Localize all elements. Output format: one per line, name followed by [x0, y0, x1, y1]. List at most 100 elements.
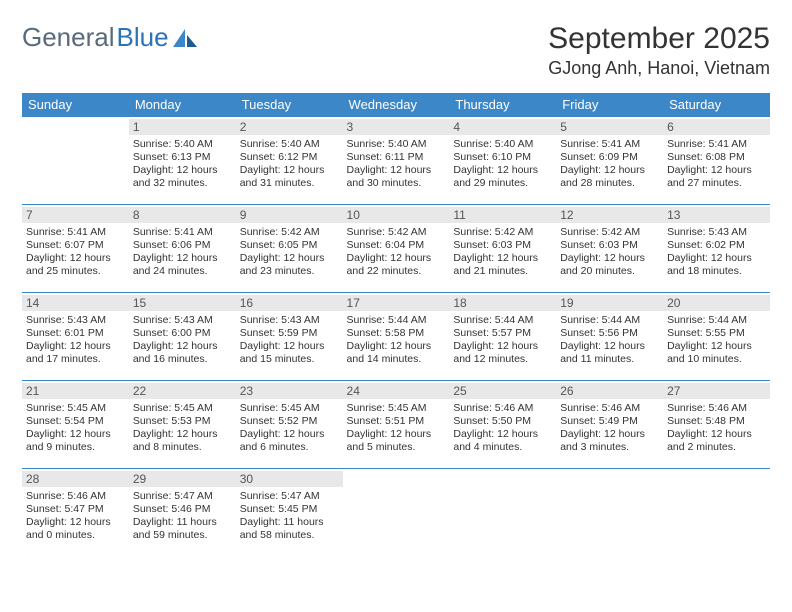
day-info: Sunrise: 5:46 AMSunset: 5:47 PMDaylight:… — [26, 490, 125, 543]
sunrise-text: Sunrise: 5:47 AM — [133, 490, 232, 503]
calendar-day-cell: 21Sunrise: 5:45 AMSunset: 5:54 PMDayligh… — [22, 381, 129, 469]
calendar-day-cell — [556, 469, 663, 557]
sunset-text: Sunset: 6:13 PM — [133, 151, 232, 164]
day-info: Sunrise: 5:40 AMSunset: 6:13 PMDaylight:… — [133, 138, 232, 191]
day-number: 5 — [556, 119, 663, 135]
sunset-text: Sunset: 5:45 PM — [240, 503, 339, 516]
daylight-text: Daylight: 12 hours and 16 minutes. — [133, 340, 232, 366]
daylight-text: Daylight: 12 hours and 4 minutes. — [453, 428, 552, 454]
day-info: Sunrise: 5:45 AMSunset: 5:54 PMDaylight:… — [26, 402, 125, 455]
day-number: 6 — [663, 119, 770, 135]
day-info: Sunrise: 5:45 AMSunset: 5:51 PMDaylight:… — [347, 402, 446, 455]
day-number: 7 — [22, 207, 129, 223]
daylight-text: Daylight: 12 hours and 12 minutes. — [453, 340, 552, 366]
sunset-text: Sunset: 6:05 PM — [240, 239, 339, 252]
calendar-day-cell: 8Sunrise: 5:41 AMSunset: 6:06 PMDaylight… — [129, 205, 236, 293]
sunrise-text: Sunrise: 5:41 AM — [133, 226, 232, 239]
sunset-text: Sunset: 5:47 PM — [26, 503, 125, 516]
day-number: 4 — [449, 119, 556, 135]
sunrise-text: Sunrise: 5:41 AM — [560, 138, 659, 151]
calendar-day-cell — [449, 469, 556, 557]
daylight-text: Daylight: 12 hours and 20 minutes. — [560, 252, 659, 278]
sunrise-text: Sunrise: 5:40 AM — [347, 138, 446, 151]
sunset-text: Sunset: 6:07 PM — [26, 239, 125, 252]
day-info: Sunrise: 5:41 AMSunset: 6:06 PMDaylight:… — [133, 226, 232, 279]
calendar-week-row: 21Sunrise: 5:45 AMSunset: 5:54 PMDayligh… — [22, 381, 770, 469]
day-number: 27 — [663, 383, 770, 399]
daylight-text: Daylight: 12 hours and 6 minutes. — [240, 428, 339, 454]
sunrise-text: Sunrise: 5:42 AM — [560, 226, 659, 239]
calendar-day-cell: 27 Sunrise: 5:46 AMSunset: 5:48 PMDayligh… — [663, 381, 770, 469]
day-info: Sunrise: 5:42 AMSunset: 6:03 PMDaylight:… — [560, 226, 659, 279]
sunrise-text: Sunrise: 5:45 AM — [133, 402, 232, 415]
calendar-day-cell: 29 Sunrise: 5:47 AMSunset: 5:46 PMDayligh… — [129, 469, 236, 557]
calendar-day-cell: 11Sunrise: 5:42 AMSunset: 6:03 PMDayligh… — [449, 205, 556, 293]
sunrise-text: Sunrise: 5:41 AM — [667, 138, 766, 151]
calendar-day-cell: 15Sunrise: 5:43 AMSunset: 6:00 PMDayligh… — [129, 293, 236, 381]
day-info: Sunrise: 5:42 AMSunset: 6:05 PMDaylight:… — [240, 226, 339, 279]
day-info: Sunrise: 5:44 AMSunset: 5:56 PMDaylight:… — [560, 314, 659, 367]
sunset-text: Sunset: 5:59 PM — [240, 327, 339, 340]
day-number: 15 — [129, 295, 236, 311]
logo-text-blue: Blue — [117, 22, 169, 53]
calendar-day-cell: 7Sunrise: 5:41 AMSunset: 6:07 PMDaylight… — [22, 205, 129, 293]
day-info: Sunrise: 5:44 AMSunset: 5:58 PMDaylight:… — [347, 314, 446, 367]
daylight-text: Daylight: 12 hours and 25 minutes. — [26, 252, 125, 278]
title-block: September 2025 GJong Anh, Hanoi, Vietnam — [548, 22, 770, 79]
calendar-day-cell: 13Sunrise: 5:43 AMSunset: 6:02 PMDayligh… — [663, 205, 770, 293]
sunrise-text: Sunrise: 5:40 AM — [133, 138, 232, 151]
calendar-day-cell: 20 Sunrise: 5:44 AMSunset: 5:55 PMDayligh… — [663, 293, 770, 381]
daylight-text: Daylight: 12 hours and 2 minutes. — [667, 428, 766, 454]
sunrise-text: Sunrise: 5:44 AM — [347, 314, 446, 327]
day-info: Sunrise: 5:40 AMSunset: 6:10 PMDaylight:… — [453, 138, 552, 191]
day-header: Saturday — [663, 93, 770, 117]
daylight-text: Daylight: 12 hours and 28 minutes. — [560, 164, 659, 190]
sunset-text: Sunset: 5:46 PM — [133, 503, 232, 516]
sunset-text: Sunset: 6:08 PM — [667, 151, 766, 164]
daylight-text: Daylight: 12 hours and 21 minutes. — [453, 252, 552, 278]
day-info: Sunrise: 5:43 AMSunset: 6:01 PMDaylight:… — [26, 314, 125, 367]
sunrise-text: Sunrise: 5:45 AM — [347, 402, 446, 415]
calendar-day-cell: 24Sunrise: 5:45 AMSunset: 5:51 PMDayligh… — [343, 381, 450, 469]
sunrise-text: Sunrise: 5:42 AM — [453, 226, 552, 239]
calendar-day-cell: 23Sunrise: 5:45 AMSunset: 5:52 PMDayligh… — [236, 381, 343, 469]
daylight-text: Daylight: 12 hours and 27 minutes. — [667, 164, 766, 190]
sunset-text: Sunset: 5:57 PM — [453, 327, 552, 340]
sunrise-text: Sunrise: 5:46 AM — [453, 402, 552, 415]
day-header-row: Sunday Monday Tuesday Wednesday Thursday… — [22, 93, 770, 117]
daylight-text: Daylight: 12 hours and 24 minutes. — [133, 252, 232, 278]
day-number: 9 — [236, 207, 343, 223]
day-number: 22 — [129, 383, 236, 399]
day-number: 10 — [343, 207, 450, 223]
daylight-text: Daylight: 12 hours and 15 minutes. — [240, 340, 339, 366]
day-number: 29 — [129, 471, 236, 487]
day-info: Sunrise: 5:46 AMSunset: 5:49 PMDaylight:… — [560, 402, 659, 455]
calendar-day-cell — [22, 117, 129, 205]
day-number: 18 — [449, 295, 556, 311]
daylight-text: Daylight: 12 hours and 29 minutes. — [453, 164, 552, 190]
sunrise-text: Sunrise: 5:44 AM — [453, 314, 552, 327]
daylight-text: Daylight: 12 hours and 31 minutes. — [240, 164, 339, 190]
sunrise-text: Sunrise: 5:42 AM — [347, 226, 446, 239]
logo-sail-icon — [173, 29, 199, 49]
sunrise-text: Sunrise: 5:43 AM — [240, 314, 339, 327]
day-info: Sunrise: 5:44 AMSunset: 5:57 PMDaylight:… — [453, 314, 552, 367]
day-header: Sunday — [22, 93, 129, 117]
daylight-text: Daylight: 12 hours and 5 minutes. — [347, 428, 446, 454]
day-info: Sunrise: 5:46 AMSunset: 5:48 PMDaylight:… — [667, 402, 766, 455]
calendar-day-cell: 22Sunrise: 5:45 AMSunset: 5:53 PMDayligh… — [129, 381, 236, 469]
calendar-day-cell: 2Sunrise: 5:40 AMSunset: 6:12 PMDaylight… — [236, 117, 343, 205]
day-info: Sunrise: 5:44 AMSunset: 5:55 PMDaylight:… — [667, 314, 766, 367]
day-number: 17 — [343, 295, 450, 311]
sunset-text: Sunset: 5:52 PM — [240, 415, 339, 428]
day-info: Sunrise: 5:43 AMSunset: 5:59 PMDaylight:… — [240, 314, 339, 367]
daylight-text: Daylight: 12 hours and 10 minutes. — [667, 340, 766, 366]
daylight-text: Daylight: 11 hours and 59 minutes. — [133, 516, 232, 542]
sunrise-text: Sunrise: 5:46 AM — [667, 402, 766, 415]
day-header: Friday — [556, 93, 663, 117]
header: GeneralBlue September 2025 GJong Anh, Ha… — [22, 22, 770, 79]
sunset-text: Sunset: 5:54 PM — [26, 415, 125, 428]
day-number: 14 — [22, 295, 129, 311]
calendar-day-cell: 16Sunrise: 5:43 AMSunset: 5:59 PMDayligh… — [236, 293, 343, 381]
day-number: 20 — [663, 295, 770, 311]
